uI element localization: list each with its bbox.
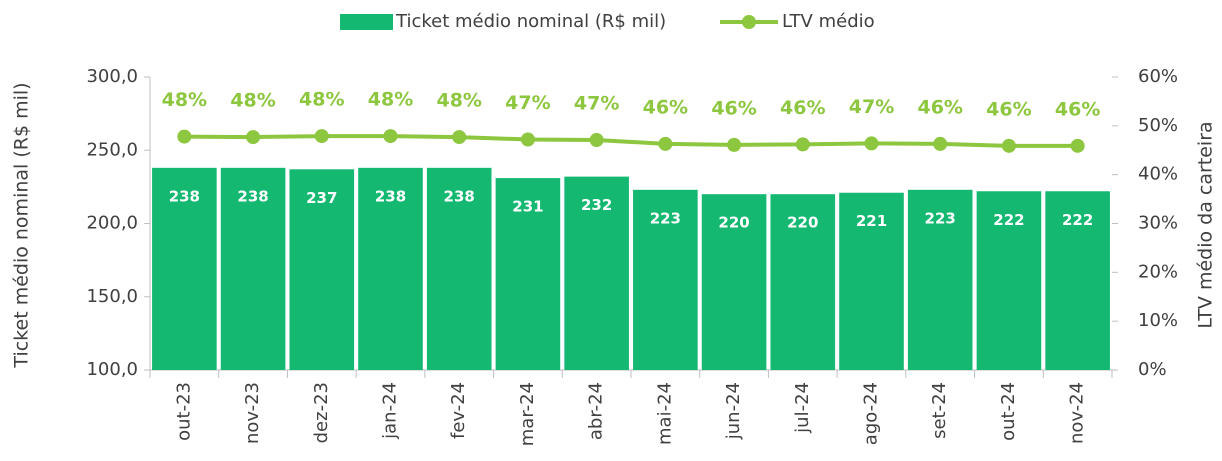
y2-tick-label: 40% xyxy=(1138,164,1178,185)
bar xyxy=(1045,191,1110,370)
data-label: 222 xyxy=(993,211,1024,229)
data-label: 46% xyxy=(917,96,962,118)
data-label: 232 xyxy=(581,196,612,214)
data-label: 48% xyxy=(230,90,275,112)
x-tick-label: abr-24 xyxy=(586,382,607,440)
line-marker xyxy=(246,130,261,145)
y2-tick-label: 60% xyxy=(1138,66,1178,87)
data-label: 220 xyxy=(787,214,818,232)
data-label: 238 xyxy=(169,187,200,205)
x-tick-label: out-24 xyxy=(998,382,1019,441)
x-tick-label: nov-23 xyxy=(242,382,263,444)
data-label: 48% xyxy=(299,89,344,111)
data-label: 223 xyxy=(650,209,681,227)
data-label: 223 xyxy=(925,209,956,227)
bar xyxy=(495,178,561,370)
line-marker xyxy=(864,136,879,151)
bar xyxy=(289,169,355,370)
data-label: 237 xyxy=(306,189,337,207)
bar xyxy=(564,176,629,370)
data-label: 46% xyxy=(986,98,1031,120)
data-label: 231 xyxy=(512,198,543,216)
line-marker xyxy=(1001,138,1016,153)
x-tick-label: dez-23 xyxy=(311,382,332,443)
data-label: 221 xyxy=(856,212,887,230)
data-label: 46% xyxy=(1055,98,1100,120)
line-marker xyxy=(314,129,329,144)
data-label: 48% xyxy=(162,89,207,111)
bar xyxy=(426,167,492,370)
data-label: 47% xyxy=(574,92,619,114)
data-label: 46% xyxy=(711,97,756,119)
y-axis-title: Ticket médio nominal (R$ mil) xyxy=(11,82,33,368)
data-label: 220 xyxy=(718,214,749,232)
line-marker xyxy=(452,130,467,145)
data-label: 47% xyxy=(849,96,894,118)
x-tick-label: jan-24 xyxy=(380,382,401,440)
legend-label: Ticket médio nominal (R$ mil) xyxy=(395,11,666,32)
bar xyxy=(701,194,767,370)
x-tick-label: mai-24 xyxy=(654,382,675,445)
bar xyxy=(358,167,423,370)
y2-tick-label: 30% xyxy=(1138,213,1178,234)
y-tick-label: 200,0 xyxy=(86,213,138,234)
bar xyxy=(152,167,217,370)
x-tick-label: set-24 xyxy=(929,382,950,439)
legend-label: LTV médio xyxy=(782,11,875,32)
data-label: 47% xyxy=(505,92,550,114)
line-marker xyxy=(177,129,192,144)
bar xyxy=(770,194,836,370)
line xyxy=(184,134,1078,148)
x-tick-label: jul-24 xyxy=(792,382,813,434)
y2-tick-label: 20% xyxy=(1138,261,1178,282)
data-label: 48% xyxy=(436,90,481,112)
line-marker xyxy=(589,132,604,147)
data-label: 46% xyxy=(643,96,688,118)
y-tick-label: 250,0 xyxy=(86,139,138,160)
bar xyxy=(839,192,904,370)
bar xyxy=(976,191,1042,370)
y-tick-label: 100,0 xyxy=(86,359,138,380)
y2-tick-label: 10% xyxy=(1138,310,1178,331)
legend-swatch xyxy=(742,15,756,29)
y-tick-label: 300,0 xyxy=(86,66,138,87)
x-tick-label: out-23 xyxy=(173,382,194,441)
y2-tick-label: 0% xyxy=(1138,359,1167,380)
y-tick-label: 150,0 xyxy=(86,286,138,307)
line-marker xyxy=(727,137,742,152)
bar xyxy=(220,167,286,370)
y2-axis-title: LTV médio da carteira xyxy=(1195,121,1217,328)
x-tick-label: nov-24 xyxy=(1067,382,1088,444)
bar xyxy=(633,189,698,370)
legend-swatch xyxy=(340,14,393,30)
data-label: 238 xyxy=(375,187,406,205)
x-tick-label: fev-24 xyxy=(448,382,469,439)
x-tick-label: mar-24 xyxy=(517,382,538,446)
bar xyxy=(907,189,973,370)
line-marker xyxy=(383,129,398,144)
data-label: 222 xyxy=(1062,211,1093,229)
data-label: 48% xyxy=(368,89,413,111)
x-tick-label: ago-24 xyxy=(861,382,882,445)
line-marker xyxy=(520,132,535,147)
data-label: 46% xyxy=(780,97,825,119)
line-marker xyxy=(1070,138,1085,153)
y2-tick-label: 50% xyxy=(1138,115,1178,136)
data-label: 238 xyxy=(444,187,475,205)
x-tick-label: jun-24 xyxy=(723,382,744,440)
line-marker xyxy=(658,136,673,151)
line-marker xyxy=(795,137,810,152)
data-label: 238 xyxy=(237,187,268,205)
line-marker xyxy=(933,136,948,151)
